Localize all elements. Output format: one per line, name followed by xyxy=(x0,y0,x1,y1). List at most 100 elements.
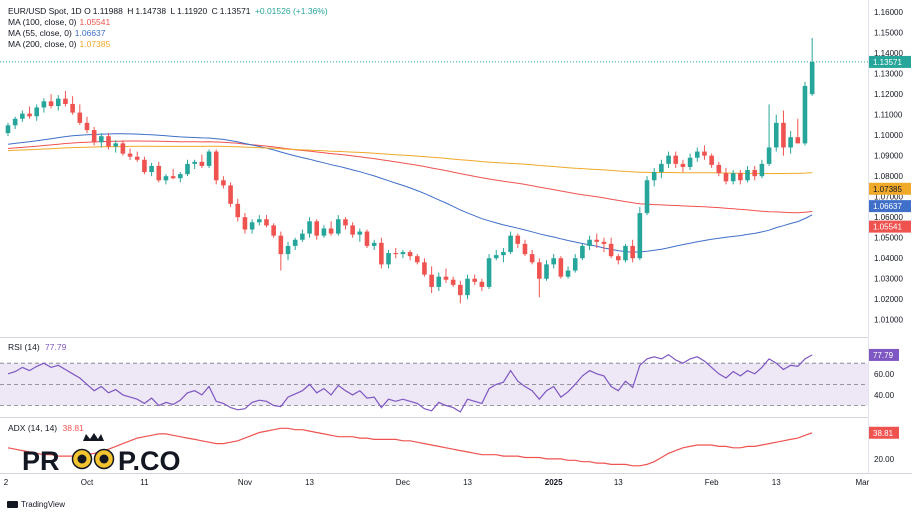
adx-legend[interactable]: ADX (14, 14) 38.81 xyxy=(8,423,84,433)
candle xyxy=(257,215,262,226)
candle xyxy=(723,167,729,185)
candle xyxy=(393,247,399,259)
candle xyxy=(809,37,815,96)
candle-body xyxy=(285,245,291,255)
candle-body xyxy=(393,253,399,255)
price-tick-label: 1.08000 xyxy=(874,172,903,181)
candle-body xyxy=(537,262,542,279)
tradingview-branding[interactable]: TradingView xyxy=(7,500,65,509)
candle-body xyxy=(213,151,219,181)
adx-value-badge-text: 38.81 xyxy=(873,429,894,438)
candle-body xyxy=(386,253,391,265)
time-tick-label: 13 xyxy=(463,478,472,487)
candle xyxy=(271,223,276,238)
candle xyxy=(572,254,578,273)
candle-body xyxy=(48,101,54,107)
candle-body xyxy=(407,252,413,257)
candle-body xyxy=(328,228,334,234)
candle xyxy=(206,149,212,168)
ma-legend-200[interactable]: MA (200, close, 0) 1.07385 xyxy=(8,39,111,49)
candle-body xyxy=(221,180,226,186)
candle xyxy=(730,170,736,185)
candle xyxy=(127,148,133,160)
candle-body xyxy=(170,176,176,179)
candle-body xyxy=(759,163,765,177)
candle-body xyxy=(350,225,355,235)
candle xyxy=(249,219,255,234)
candle-body xyxy=(493,255,499,259)
symbol-label[interactable]: EUR/USD Spot, 1D xyxy=(8,6,82,16)
candle-body xyxy=(249,222,255,230)
candle-body xyxy=(120,143,126,154)
time-tick-label: Mar xyxy=(856,478,870,487)
candle-body xyxy=(465,278,470,296)
candle-body xyxy=(264,219,269,226)
candle-body xyxy=(608,243,614,257)
candle xyxy=(759,159,765,179)
candle-body xyxy=(55,98,61,107)
candle xyxy=(70,96,75,115)
candle xyxy=(608,237,614,259)
candle-body xyxy=(666,155,671,164)
price-tick-label: 1.12000 xyxy=(874,90,903,99)
rsi-pane[interactable]: 60.00 40.00 77.79 xyxy=(0,348,899,413)
candle xyxy=(163,174,169,185)
time-tick-label: Dec xyxy=(396,478,410,487)
candle xyxy=(429,266,434,294)
time-axis[interactable]: 2Oct11Nov13Dec13202513Feb13Mar13Apr1119 xyxy=(4,478,912,487)
candle xyxy=(34,104,40,121)
rsi-value-badge xyxy=(869,348,899,361)
time-tick-label: Nov xyxy=(238,478,252,487)
time-tick-label: 13 xyxy=(305,478,314,487)
candle-body xyxy=(199,161,205,166)
candle xyxy=(422,258,427,277)
rsi-legend[interactable]: RSI (14) 77.79 xyxy=(8,342,67,352)
candle-body xyxy=(235,203,241,218)
time-tick-label: 13 xyxy=(614,478,623,487)
price-tick-label: 1.06000 xyxy=(874,213,903,222)
candle-body xyxy=(364,231,370,246)
candle-body xyxy=(185,163,190,175)
ma-legend-55[interactable]: MA (55, close, 0) 1.06637 xyxy=(8,28,106,38)
candle-body xyxy=(809,61,815,95)
candle xyxy=(235,198,241,222)
price-tick-label: 1.16000 xyxy=(874,8,903,17)
price-tick-label: 1.09000 xyxy=(874,152,903,161)
ma-legend-100[interactable]: MA (100, close, 0) 1.05541 xyxy=(8,17,111,27)
candle-body xyxy=(307,221,312,234)
candle-body xyxy=(99,136,104,143)
price-tick-label: 1.05000 xyxy=(874,234,903,243)
candle xyxy=(357,228,363,242)
candle xyxy=(493,250,499,261)
candle xyxy=(623,243,628,263)
candle xyxy=(142,156,147,175)
candle-body xyxy=(414,256,420,263)
adx-pane[interactable]: 20.00 38.81 xyxy=(7,426,899,467)
price-axis[interactable]: 1.16000 1.15000 1.14000 1.13000 1.12000 1.110… xyxy=(874,8,903,325)
candle xyxy=(788,131,793,154)
candle-body xyxy=(515,235,521,244)
candle-body xyxy=(501,252,506,256)
candle xyxy=(537,258,542,298)
candle-body xyxy=(63,98,68,104)
candle xyxy=(343,217,348,230)
price-tick-label: 1.14000 xyxy=(874,49,903,58)
candle-body xyxy=(795,137,801,144)
candle xyxy=(371,239,377,251)
candle xyxy=(149,162,154,177)
candle xyxy=(328,221,334,236)
candle xyxy=(651,167,657,187)
candle-body xyxy=(766,147,772,164)
candle xyxy=(680,159,686,173)
crown-icon xyxy=(83,433,104,441)
time-tick-label: 2 xyxy=(4,478,9,487)
candle-body xyxy=(781,122,786,148)
main-price-pane[interactable] xyxy=(0,37,868,304)
candle-body xyxy=(149,165,154,173)
candle-body xyxy=(565,270,571,277)
candle xyxy=(99,133,104,148)
adx-tick-label: 20.00 xyxy=(874,455,895,464)
adx-line xyxy=(7,427,813,467)
candle xyxy=(199,154,205,168)
